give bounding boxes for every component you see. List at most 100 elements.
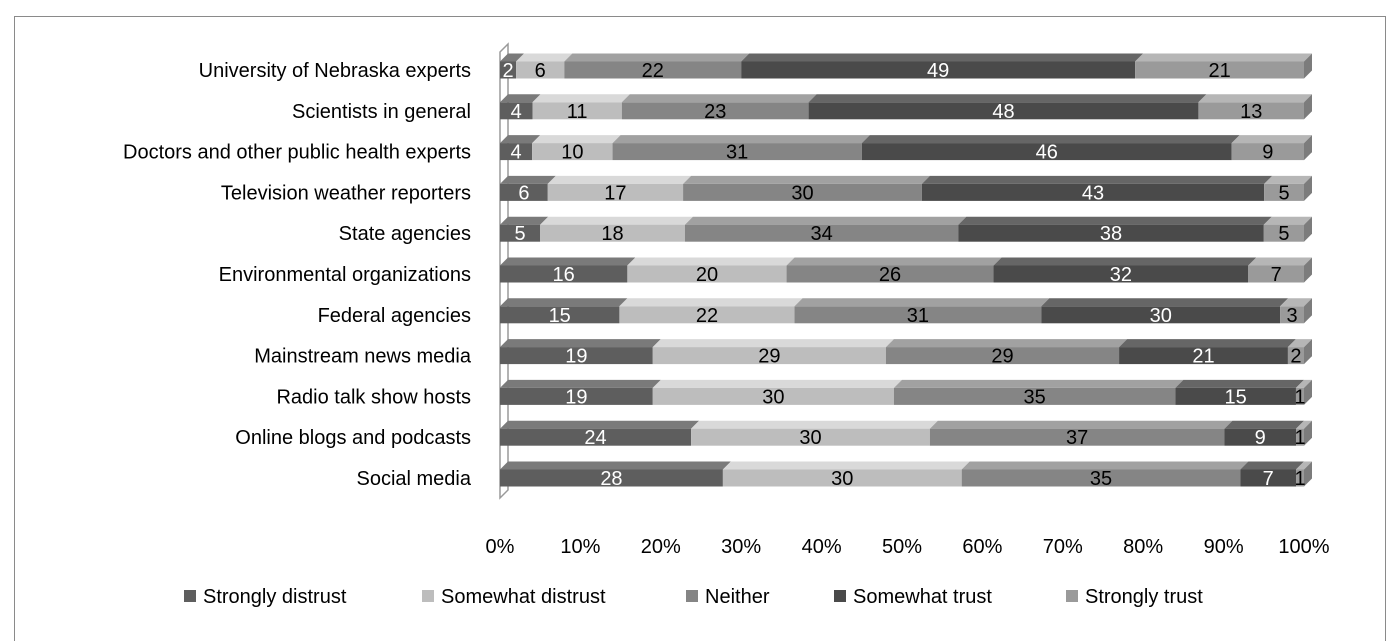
bar-segment <box>500 143 533 161</box>
bar-segment-top <box>786 257 1002 266</box>
bar-segment <box>516 61 565 79</box>
data-label: 22 <box>642 60 664 82</box>
bar-segment <box>500 102 533 120</box>
bar-segment-top <box>794 298 1050 307</box>
bar-segment-top <box>808 94 1207 103</box>
x-tick-label: 60% <box>962 536 1002 558</box>
bar-segment <box>1135 61 1304 79</box>
bar-segment-top <box>722 461 970 470</box>
bar-segment-top <box>547 175 692 184</box>
data-label: 15 <box>549 305 571 327</box>
bar-segment-top <box>652 339 894 348</box>
bar-segment-top <box>1224 420 1305 429</box>
bar-segment <box>1296 428 1304 446</box>
bar-segment <box>532 102 622 120</box>
category-label: Social media <box>356 468 471 490</box>
bar-segment <box>958 224 1264 242</box>
data-label: 30 <box>799 427 821 449</box>
legend-swatch <box>1066 590 1078 602</box>
bar-segment-top <box>500 420 700 429</box>
bar-segment <box>500 224 541 242</box>
bar-segment <box>861 143 1232 161</box>
bar-segment-top <box>1264 175 1312 184</box>
bar-segment-top <box>500 339 661 348</box>
bar-segment <box>500 265 628 283</box>
legend-label: Strongly distrust <box>203 586 347 608</box>
x-tick-label: 0% <box>486 536 515 558</box>
bar-segment <box>1240 469 1297 487</box>
bar-segment <box>1041 306 1281 324</box>
data-label: 9 <box>1255 427 1266 449</box>
bar-segment <box>652 347 886 365</box>
data-label: 34 <box>810 223 832 245</box>
bar-end-face <box>1304 135 1312 161</box>
data-label: 13 <box>1240 101 1262 123</box>
legend-swatch <box>422 590 434 602</box>
bar-segment <box>540 224 685 242</box>
data-label: 19 <box>565 346 587 368</box>
data-label: 4 <box>511 142 522 164</box>
bar-segment <box>1224 428 1297 446</box>
bar-end-face <box>1304 216 1312 242</box>
data-label: 17 <box>604 182 626 204</box>
legend-swatch <box>184 590 196 602</box>
bar-segment <box>929 428 1225 446</box>
data-label: 31 <box>907 305 929 327</box>
bar-end-face <box>1304 175 1312 201</box>
bar-segment-top <box>621 94 817 103</box>
data-label: 24 <box>584 427 606 449</box>
bar-segment-top <box>961 461 1249 470</box>
bar-segment-top <box>1280 298 1312 307</box>
bar-segment <box>500 347 653 365</box>
bar-segment-top <box>683 175 930 184</box>
data-label: 38 <box>1100 223 1122 245</box>
bar-segment <box>500 387 653 405</box>
legend-swatch <box>834 590 846 602</box>
chart-frame <box>14 16 1386 641</box>
x-tick-label: 90% <box>1204 536 1244 558</box>
data-label: 23 <box>704 101 726 123</box>
data-label: 10 <box>561 142 583 164</box>
bar-segment-top <box>1248 257 1312 266</box>
bar-segment <box>612 143 862 161</box>
x-tick-label: 30% <box>721 536 761 558</box>
bar-segment <box>1263 224 1304 242</box>
bar-segment-top <box>1296 461 1312 470</box>
bar-segment-top <box>1135 53 1312 62</box>
bar-segment <box>1248 265 1304 283</box>
category-label: State agencies <box>339 223 471 245</box>
data-label: 21 <box>1192 346 1214 368</box>
bar-segment-top <box>885 339 1128 348</box>
bar-segment-top <box>500 379 661 388</box>
data-label: 37 <box>1066 427 1088 449</box>
x-tick-label: 40% <box>802 536 842 558</box>
data-label: 19 <box>565 386 587 408</box>
bar-segment <box>500 306 620 324</box>
data-label: 5 <box>515 223 526 245</box>
bar-end-face <box>1304 379 1312 405</box>
bar-segment <box>794 306 1042 324</box>
data-label: 28 <box>600 468 622 490</box>
bar-segment <box>684 224 959 242</box>
bar-segment-top <box>500 135 541 144</box>
bar-segment <box>885 347 1120 365</box>
legend-label: Somewhat distrust <box>441 586 606 608</box>
bar-segment <box>1231 143 1304 161</box>
data-label: 21 <box>1208 60 1230 82</box>
data-label: 18 <box>601 223 623 245</box>
bar-segment <box>741 61 1136 79</box>
bar-segment <box>921 183 1265 201</box>
data-label: 1 <box>1294 468 1305 490</box>
data-label: 6 <box>535 60 546 82</box>
bar-segment <box>1296 469 1304 487</box>
data-label: 15 <box>1225 386 1247 408</box>
data-label: 49 <box>927 60 949 82</box>
data-label: 5 <box>1279 182 1290 204</box>
data-label: 16 <box>553 264 575 286</box>
bar-segment <box>1175 387 1296 405</box>
x-tick-label: 80% <box>1123 536 1163 558</box>
data-label: 4 <box>511 101 522 123</box>
data-label: 30 <box>791 182 813 204</box>
bar-segment <box>627 265 787 283</box>
